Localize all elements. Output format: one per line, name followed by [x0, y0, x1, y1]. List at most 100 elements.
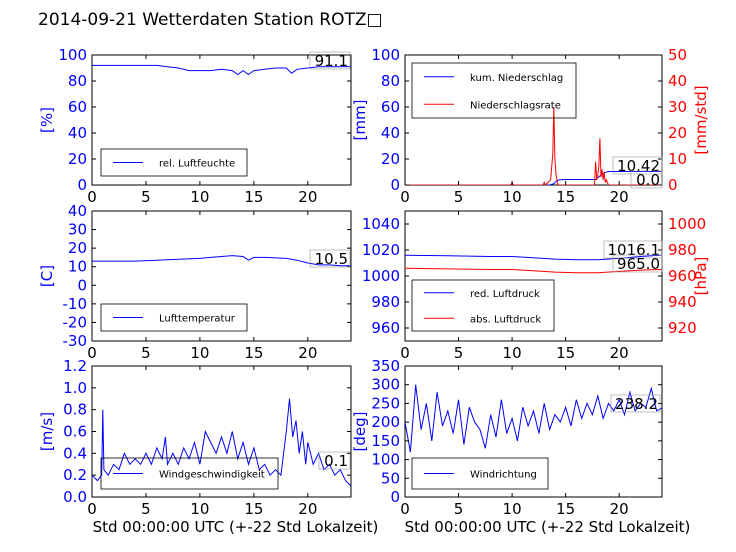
- y-tick-label: 20: [381, 150, 400, 168]
- y-tick-right-label: 0: [668, 176, 678, 194]
- x-tick-label: 20: [610, 344, 629, 362]
- x-tick-label: 20: [610, 188, 629, 206]
- x-tick-label: 20: [298, 500, 317, 518]
- y-tick-label: 980: [371, 293, 400, 311]
- legend-box: [100, 303, 248, 332]
- y-tick-label: 960: [371, 319, 400, 337]
- y-tick-label: -30: [63, 332, 88, 350]
- x-tick-label: 15: [244, 344, 263, 362]
- last-value-label: 0.0: [636, 171, 660, 189]
- last-value-box: [318, 451, 351, 470]
- y-tick-label: 80: [381, 72, 400, 90]
- x-tick-label: 10: [190, 188, 209, 206]
- y-tick-right-label: 940: [668, 293, 697, 311]
- x-tick-label: 10: [190, 500, 209, 518]
- y-tick-right-label: 980: [668, 241, 697, 259]
- plot-frame: [91, 54, 352, 186]
- y-tick-right-label: 20: [668, 124, 687, 142]
- x-tick-label: 20: [298, 188, 317, 206]
- legend-label: kum. Niederschlag: [470, 73, 563, 84]
- x-tick-label: 15: [244, 500, 263, 518]
- y-tick-label: 100: [371, 46, 400, 64]
- x-tick-label: 20: [610, 500, 629, 518]
- y-tick-label: 1040: [362, 215, 400, 233]
- y-tick-label: 100: [58, 46, 87, 64]
- y-tick-label: 100: [371, 451, 400, 469]
- legend-box: [100, 457, 279, 490]
- y-tick-label: 30: [68, 221, 87, 239]
- y-tick-label: 1020: [362, 241, 400, 259]
- x-tick-label: 15: [556, 344, 575, 362]
- x-tick-label: 5: [141, 500, 151, 518]
- y-tick-label: 40: [381, 124, 400, 142]
- y-tick-right-label: 50: [668, 46, 687, 64]
- last-value-box: [630, 170, 663, 189]
- series-line: [405, 267, 662, 274]
- y-tick-label: 20: [68, 239, 87, 257]
- y-tick-label: 40: [68, 202, 87, 220]
- last-value-label: 965.0: [617, 255, 660, 273]
- last-value-box: [309, 51, 351, 70]
- y-tick-label: 0: [390, 488, 400, 506]
- legend-label: Windgeschwindigkeit: [159, 470, 265, 481]
- y-tick-label: 200: [371, 413, 400, 431]
- y-tick-label: 250: [371, 394, 400, 412]
- last-value-box: [612, 156, 663, 175]
- y-axis-label: [C]: [38, 265, 56, 287]
- y-tick-label: 150: [371, 432, 400, 450]
- y-axis-label: [deg]: [351, 412, 369, 452]
- y-tick-label: 50: [381, 469, 400, 487]
- legend-box: [411, 279, 555, 332]
- y-tick-label: 40: [68, 124, 87, 142]
- x-tick-label: 0: [400, 500, 410, 518]
- plot-frame: [91, 210, 352, 342]
- y-tick-label: 80: [68, 72, 87, 90]
- y-tick-label: 10: [68, 258, 87, 276]
- legend-box: [411, 62, 577, 119]
- x-tick-label: 15: [556, 188, 575, 206]
- y-tick-label: 1.0: [63, 379, 87, 397]
- x-tick-label: 0: [87, 344, 97, 362]
- y-tick-label: 0.6: [63, 423, 87, 441]
- y-axis-label: [%]: [38, 107, 56, 133]
- y-tick-label: 0.0: [63, 488, 87, 506]
- x-tick-label: 5: [454, 188, 464, 206]
- last-value-label: 91.1: [315, 52, 348, 70]
- last-value-label: 10.42: [617, 157, 660, 175]
- x-tick-label: 5: [454, 500, 464, 518]
- series-line: [405, 384, 662, 453]
- y-axis-label: [m/s]: [38, 412, 56, 451]
- last-value-box: [612, 254, 663, 273]
- y-tick-right-label: 960: [668, 267, 697, 285]
- series-line: [405, 171, 662, 185]
- x-tick-label: 10: [503, 188, 522, 206]
- y-axis-label: [mm]: [351, 100, 369, 141]
- x-tick-label: 0: [87, 500, 97, 518]
- y-tick-label: 0: [77, 176, 87, 194]
- figure-title: 2014-09-21 Wetterdaten Station ROTZ□: [38, 10, 383, 30]
- x-tick-label: 0: [87, 188, 97, 206]
- x-tick-label: 5: [141, 188, 151, 206]
- legend-label: Lufttemperatur: [159, 314, 236, 325]
- x-axis-label: Std 00:00:00 UTC (+-22 Std Lokalzeit): [93, 518, 379, 536]
- last-value-label: 1016.1: [608, 241, 661, 259]
- legend-label: rel. Luftfeuchte: [159, 159, 235, 170]
- x-tick-label: 15: [556, 500, 575, 518]
- x-tick-label: 10: [503, 500, 522, 518]
- y-tick-right-label: 40: [668, 72, 687, 90]
- y-tick-right-label: 30: [668, 98, 687, 116]
- series-line: [92, 255, 351, 267]
- y-tick-right-label: 1000: [668, 215, 706, 233]
- plot-frame: [404, 210, 663, 342]
- last-value-box: [610, 394, 661, 413]
- x-tick-label: 0: [400, 188, 410, 206]
- y-tick-label: 1.2: [63, 357, 87, 375]
- y-tick-label: -10: [63, 295, 88, 313]
- last-value-label: 238.2: [615, 395, 658, 413]
- legend-label: Windrichtung: [470, 470, 537, 481]
- x-tick-label: 5: [454, 344, 464, 362]
- y-tick-label: 0: [390, 176, 400, 194]
- y-tick-label: 60: [381, 98, 400, 116]
- y-tick-right-label: 920: [668, 319, 697, 337]
